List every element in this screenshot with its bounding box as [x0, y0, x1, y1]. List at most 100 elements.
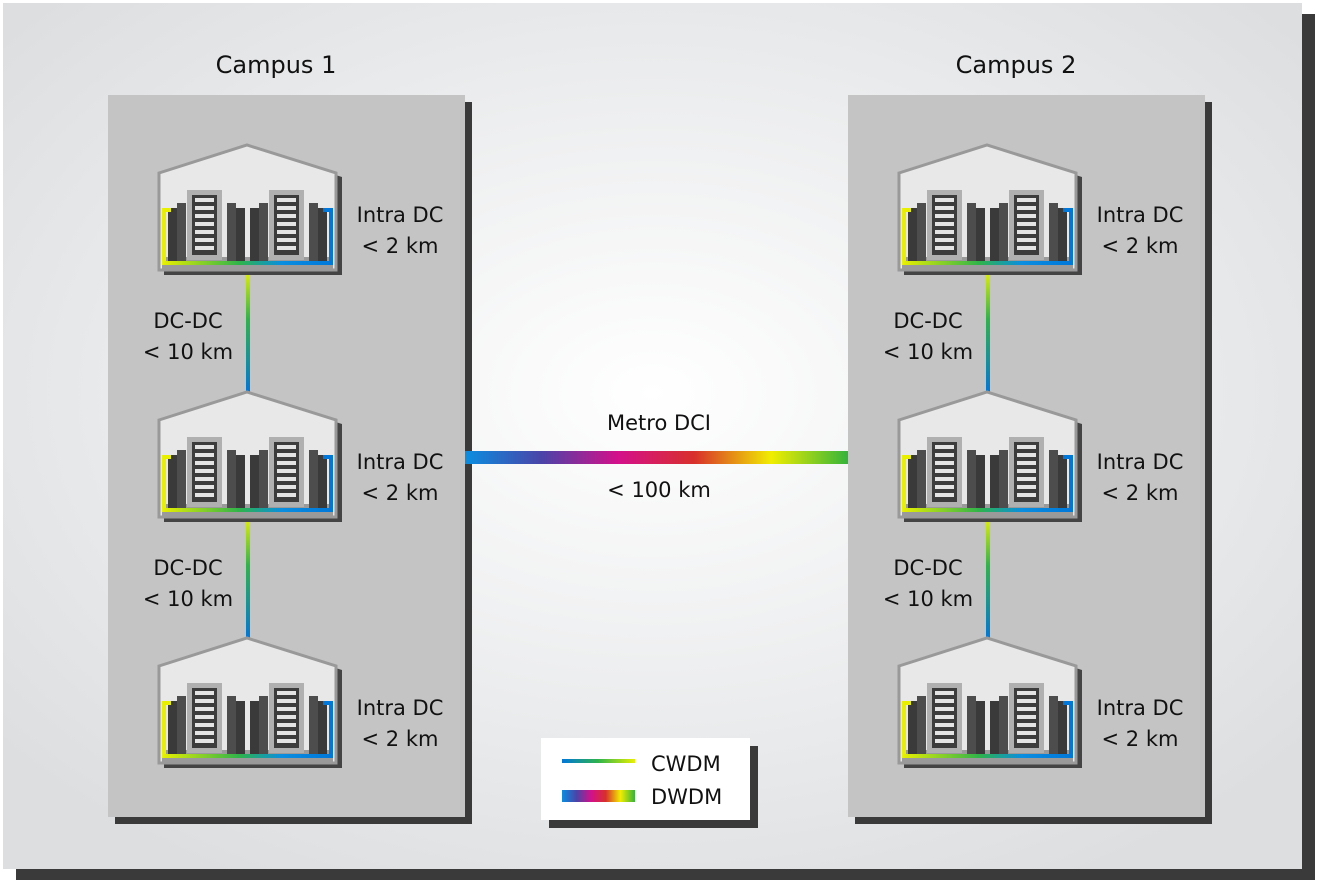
server-unit [935, 477, 954, 481]
server-unit [1017, 453, 1036, 457]
dc-dc-label: DC-DC [153, 309, 222, 333]
server-cabinet [318, 455, 327, 508]
server-cabinet [917, 450, 926, 508]
cwdm-cable-right [329, 701, 333, 758]
server-unit [195, 198, 214, 202]
data-center-building [157, 636, 342, 768]
server-unit [195, 222, 214, 226]
server-cabinet [250, 455, 259, 508]
server-unit [277, 715, 296, 719]
dc-dc-label: DC-DC [153, 556, 222, 580]
server-unit [935, 493, 954, 497]
intra-dc-distance: < 2 km [1102, 234, 1179, 258]
server-cabinet [999, 696, 1008, 754]
server-cabinet [177, 203, 186, 261]
server-cabinet [976, 701, 985, 754]
cwdm-cable-left [902, 701, 906, 756]
cwdm-cable-right [329, 208, 333, 265]
cwdm-cable-right-stub [323, 455, 332, 459]
cwdm-cable-left [902, 208, 906, 263]
campus-2: Campus 2 DC-DC < 10 km DC-DC < 10 km Intra DC… [848, 51, 1212, 824]
server-unit [277, 230, 296, 234]
cwdm-cable-left [162, 701, 166, 756]
server-cabinet [917, 696, 926, 754]
server-unit [195, 246, 214, 250]
server-unit [195, 453, 214, 457]
server-cabinet [976, 208, 985, 261]
campus-title: Campus 1 [216, 51, 337, 79]
server-unit [935, 238, 954, 242]
server-cabinet [1049, 696, 1058, 754]
server-cabinet [999, 450, 1008, 508]
cwdm-fiber [986, 517, 990, 638]
server-unit [277, 453, 296, 457]
server-cabinet [227, 450, 236, 508]
server-unit [1017, 445, 1036, 449]
server-unit [935, 246, 954, 250]
server-cabinet [967, 203, 976, 261]
cwdm-cable-left [162, 208, 166, 263]
cwdm-cable-right-stub [323, 701, 332, 705]
server-unit [277, 246, 296, 250]
server-cabinet [908, 701, 917, 754]
server-unit [1017, 723, 1036, 727]
server-cabinet [309, 696, 318, 754]
server-cabinet [1049, 203, 1058, 261]
server-cabinet [236, 701, 245, 754]
server-unit [277, 461, 296, 465]
server-unit [935, 485, 954, 489]
cwdm-cable-right [1069, 701, 1073, 758]
server-unit [935, 198, 954, 202]
metro-distance: < 100 km [607, 478, 711, 502]
cwdm-cable-left-stub [162, 208, 171, 212]
server-unit [277, 707, 296, 711]
server-unit [277, 493, 296, 497]
server-cabinet [168, 701, 177, 754]
intra-dc-label: Intra DC [357, 696, 444, 720]
server-unit [195, 461, 214, 465]
server-unit [935, 214, 954, 218]
server-unit [935, 461, 954, 465]
server-unit [1017, 493, 1036, 497]
server-cabinet [309, 450, 318, 508]
cwdm-cable-left-stub [902, 208, 911, 212]
server-unit [277, 699, 296, 703]
server-unit [935, 445, 954, 449]
server-unit [1017, 198, 1036, 202]
server-unit [195, 214, 214, 218]
server-unit [1017, 477, 1036, 481]
server-unit [195, 469, 214, 473]
server-unit [195, 731, 214, 735]
server-cabinet [177, 450, 186, 508]
server-unit [195, 238, 214, 242]
server-unit [277, 445, 296, 449]
server-unit [935, 731, 954, 735]
dwdm-fiber [465, 451, 848, 464]
data-center-building [157, 143, 342, 275]
cwdm-cable-right [329, 455, 333, 512]
legend-cwdm-label: CWDM [651, 752, 721, 776]
server-unit [1017, 469, 1036, 473]
cwdm-cable-right [1069, 455, 1073, 512]
server-cabinet [250, 701, 259, 754]
server-unit [935, 222, 954, 226]
cwdm-cable-bottom [902, 508, 1073, 512]
server-unit [1017, 461, 1036, 465]
server-cabinet [318, 701, 327, 754]
intra-dc-label: Intra DC [357, 450, 444, 474]
dc-dc-label: DC-DC [893, 309, 962, 333]
server-cabinet [250, 208, 259, 261]
dc-dc-distance: < 10 km [883, 587, 973, 611]
server-unit [935, 699, 954, 703]
server-unit [277, 731, 296, 735]
cwdm-fiber [246, 517, 250, 638]
cwdm-cable-left-stub [902, 701, 911, 705]
server-cabinet [967, 450, 976, 508]
cwdm-fiber [986, 270, 990, 392]
metro-label: Metro DCI [607, 411, 711, 435]
server-unit [195, 493, 214, 497]
server-unit [277, 222, 296, 226]
campus-title: Campus 2 [956, 51, 1077, 79]
server-unit [935, 691, 954, 695]
